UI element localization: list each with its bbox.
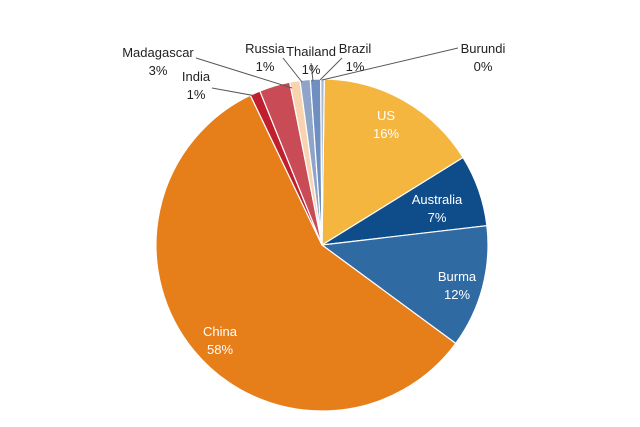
leader-line-russia — [282, 57, 303, 83]
slice-label-china: China 58% — [203, 324, 238, 357]
slice-label-russia: Russia 1% — [245, 41, 286, 74]
leader-line-madagascar — [195, 57, 293, 89]
slice-label-us: US 16% — [373, 108, 399, 141]
slice-label-burundi: Burundi 0% — [461, 41, 506, 74]
slice-label-india: India 1% — [182, 69, 211, 102]
pie-slice-burma — [320, 224, 489, 345]
slice-label-brazil: Brazil 1% — [339, 41, 372, 74]
slice-label-burma: Burma 12% — [438, 269, 477, 302]
leader-line-brazil — [319, 57, 343, 81]
label-leader-lines — [195, 47, 459, 97]
slice-labels: US 16% Australia 7% Burma 12% China 58% India 1%M… — [122, 41, 505, 357]
pie-slice-us — [321, 78, 464, 247]
leader-line-india — [211, 87, 257, 97]
pie-slices — [155, 78, 489, 412]
slice-label-madagascar: Madagascar 3% — [122, 45, 194, 78]
slice-label-australia: Australia 7% — [412, 192, 463, 225]
leader-line-thailand — [310, 62, 314, 82]
pie-slice-china — [155, 94, 457, 412]
slice-label-thailand: Thailand 1% — [286, 44, 336, 77]
leader-line-burundi — [321, 47, 459, 81]
